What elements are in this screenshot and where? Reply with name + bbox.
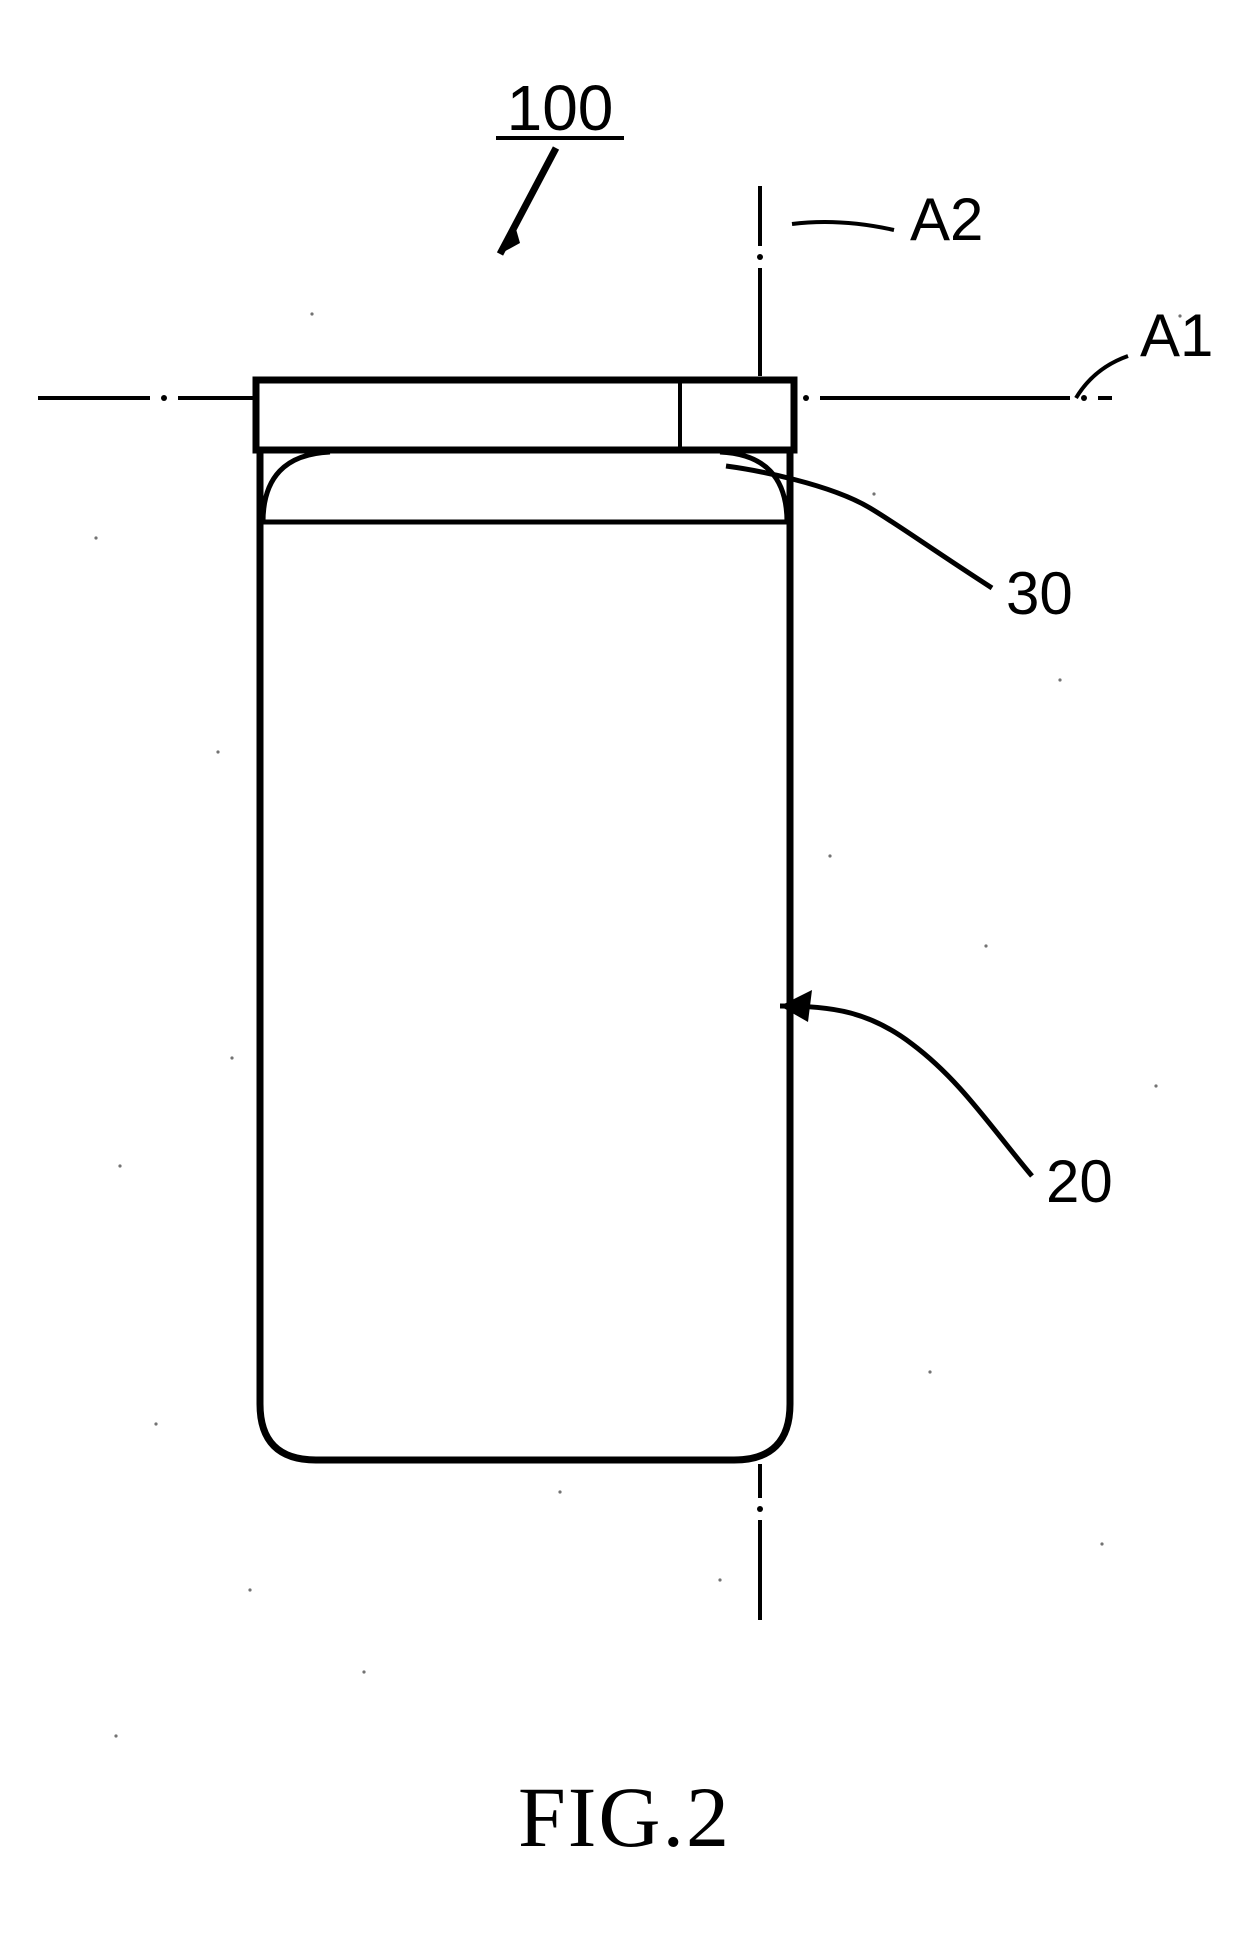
svg-text:A1: A1 bbox=[1140, 302, 1213, 369]
svg-text:100: 100 bbox=[507, 72, 614, 144]
figure-caption: FIG.2 bbox=[0, 1767, 1249, 1867]
svg-text:30: 30 bbox=[1006, 560, 1073, 627]
svg-text:A2: A2 bbox=[910, 186, 983, 253]
svg-text:20: 20 bbox=[1046, 1148, 1113, 1215]
figure-svg: A1 A2 100 30 20 bbox=[0, 0, 1249, 1948]
figure-2: A1 A2 100 30 20 FIG.2 bbox=[0, 0, 1249, 1948]
